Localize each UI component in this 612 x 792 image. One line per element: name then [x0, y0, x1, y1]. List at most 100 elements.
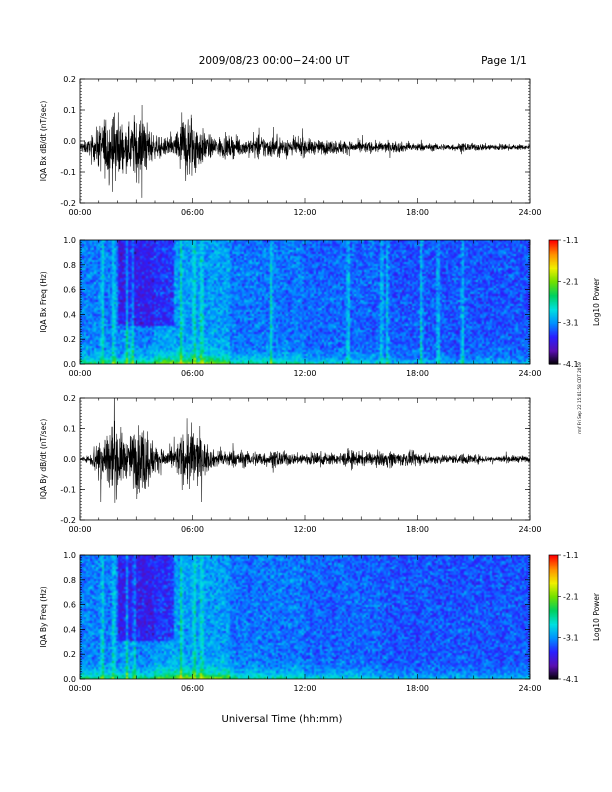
colorbar-swatch	[549, 628, 558, 630]
colorbar-swatch	[549, 594, 558, 597]
colorbar-tick-label: -2.1	[563, 277, 579, 286]
colorbar-swatch	[549, 306, 558, 309]
colorbar-swatch	[549, 570, 558, 573]
colorbar-swatch	[549, 303, 558, 306]
colorbar: -1.1 -2.1 -3.1 -4.1 Log10 Power	[548, 236, 601, 369]
y-tick-label: 0.1	[63, 425, 76, 434]
colorbar-swatch	[549, 673, 558, 676]
panels-group: 0.20.10.0-0.1-0.200:00 06:00 12:00 18:00 24:…	[39, 75, 601, 693]
colorbar-tick-label: -3.1	[563, 319, 579, 328]
y-tick-label: 0.0	[63, 360, 76, 369]
colorbar-swatch	[549, 285, 558, 288]
x-tick-label: 24:00	[518, 369, 541, 378]
colorbar-swatch	[549, 248, 558, 251]
colorbar-swatch	[549, 299, 558, 302]
colorbar-swatch	[549, 625, 558, 628]
y-tick-label: 0.4	[63, 625, 76, 634]
colorbar-swatch	[549, 614, 558, 617]
colorbar-swatch	[549, 670, 558, 673]
colorbar-swatch	[549, 654, 558, 657]
colorbar-swatch	[549, 333, 558, 336]
colorbar-swatch	[549, 307, 558, 310]
x-tick-label: 06:00	[181, 208, 204, 217]
dbdt-trace	[80, 398, 530, 503]
colorbar-swatch	[549, 322, 558, 325]
colorbar-swatch	[549, 564, 558, 567]
colorbar-swatch	[549, 590, 558, 593]
colorbar-swatch	[549, 581, 558, 584]
y-tick-label: 0.0	[63, 455, 76, 464]
y-axis-label: IQA By Freq (Hz)	[39, 586, 48, 648]
colorbar-swatch	[549, 289, 558, 292]
colorbar-swatch	[549, 636, 558, 639]
colorbar-swatch	[549, 310, 558, 313]
colorbar-swatch	[549, 335, 558, 338]
colorbar-swatch	[549, 295, 558, 298]
colorbar-swatch	[549, 344, 558, 347]
colorbar-swatch	[549, 359, 558, 362]
colorbar-swatch	[549, 589, 558, 592]
colorbar-swatch	[549, 357, 558, 360]
colorbar-swatch	[549, 259, 558, 262]
colorbar-swatch	[549, 563, 558, 566]
colorbar-swatch	[549, 604, 558, 607]
x-tick-label: 18:00	[406, 208, 429, 217]
colorbar-swatch	[549, 255, 558, 258]
colorbar-swatch	[549, 324, 558, 327]
colorbar-swatch	[549, 347, 558, 350]
colorbar-swatch	[549, 676, 558, 679]
colorbar-swatch	[549, 599, 558, 602]
y-tick-label: 0.2	[63, 650, 76, 659]
colorbar-swatch	[549, 297, 558, 300]
colorbar-swatch	[549, 279, 558, 282]
colorbar-swatch	[549, 555, 558, 557]
x-tick-label: 06:00	[181, 369, 204, 378]
colorbar-swatch	[549, 286, 558, 289]
colorbar-swatch	[549, 264, 558, 267]
colorbar-swatch	[549, 242, 558, 245]
colorbar-swatch	[549, 601, 558, 604]
colorbar-swatch	[549, 293, 558, 296]
colorbar-swatch	[549, 586, 558, 589]
colorbar-swatch	[549, 252, 558, 255]
colorbar-swatch	[549, 341, 558, 344]
colorbar-swatch	[549, 659, 558, 662]
colorbar-swatch	[549, 637, 558, 640]
colorbar-swatch	[549, 643, 558, 646]
colorbar-swatch	[549, 317, 558, 320]
colorbar-swatch	[549, 652, 558, 655]
x-tick-label: 00:00	[68, 369, 91, 378]
colorbar-swatch	[549, 645, 558, 648]
colorbar-swatch	[549, 319, 558, 322]
colorbar-swatch	[549, 329, 558, 332]
colorbar-label: Log10 Power	[592, 277, 601, 326]
colorbar-swatch	[549, 245, 558, 248]
colorbar-swatch	[549, 662, 558, 665]
colorbar-swatch	[549, 640, 558, 643]
colorbar-swatch	[549, 674, 558, 677]
colorbar-swatch	[549, 348, 558, 351]
y-tick-label: 0.0	[63, 675, 76, 684]
colorbar-swatch	[549, 658, 558, 661]
colorbar-swatch	[549, 296, 558, 299]
y-tick-label: 0.6	[63, 601, 76, 610]
colorbar-swatch	[549, 256, 558, 259]
colorbar-swatch	[549, 358, 558, 361]
colorbar-swatch	[549, 328, 558, 331]
colorbar-swatch	[549, 355, 558, 358]
colorbar-swatch	[549, 352, 558, 355]
colorbar-swatch	[549, 647, 558, 650]
colorbar-swatch	[549, 308, 558, 311]
y-tick-label: -0.1	[60, 486, 76, 495]
colorbar-swatch	[549, 332, 558, 335]
colorbar-swatch	[549, 311, 558, 314]
y-tick-label: 0.8	[63, 261, 76, 270]
colorbar-swatch	[549, 361, 558, 364]
colorbar-swatch	[549, 281, 558, 284]
colorbar-swatch	[549, 644, 558, 647]
colorbar-swatch	[549, 304, 558, 307]
colorbar-swatch	[549, 667, 558, 670]
colorbar-swatch	[549, 603, 558, 606]
colorbar-swatch	[549, 607, 558, 610]
colorbar-tick-label: -1.1	[563, 551, 579, 560]
